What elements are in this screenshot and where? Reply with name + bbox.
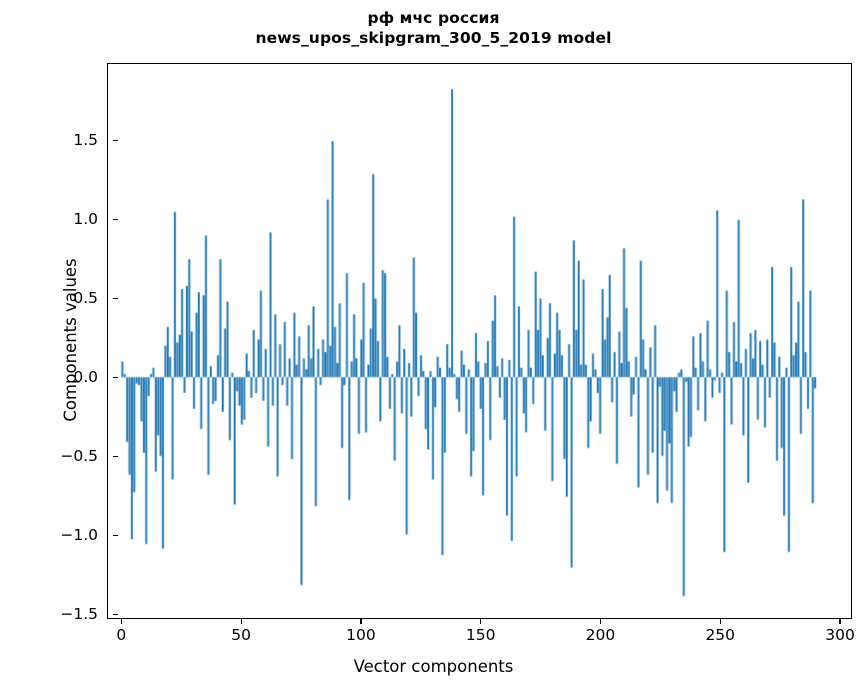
x-tick-label: 250: [705, 626, 736, 644]
chart-title-line-2: news_upos_skipgram_300_5_2019 model: [255, 29, 612, 48]
y-axis-label-wrapper: Components values: [14, 258, 80, 421]
x-tick-mark: [240, 619, 242, 624]
x-tick-label: 100: [346, 626, 376, 644]
y-axis-tick-labels: 1.5 1.0 0.5 0.0 −0.5 −1.0 −1.5: [10, 0, 118, 696]
x-tick-mark: [480, 619, 482, 624]
x-axis-label: Vector components: [353, 657, 514, 676]
y-tick-mark: [113, 218, 118, 220]
y-tick-label: 1.0: [73, 210, 98, 229]
y-tick-label: 0.5: [73, 289, 98, 308]
y-tick-label: −1.5: [60, 605, 98, 624]
y-tick-label: −0.5: [60, 447, 98, 466]
y-tick-mark: [113, 534, 118, 536]
x-tick-mark: [719, 619, 721, 624]
x-tick-label: 150: [465, 626, 496, 644]
x-tick-label: 300: [825, 626, 855, 644]
x-tick-label: 50: [231, 626, 252, 644]
y-tick-label: 0.0: [73, 368, 98, 387]
y-tick-mark: [113, 455, 118, 457]
x-tick-label: 200: [585, 626, 616, 644]
plot-axes: [107, 63, 852, 619]
y-axis-label: Components values: [61, 258, 80, 422]
y-tick-mark: [113, 297, 118, 299]
x-tick-mark: [839, 619, 841, 624]
y-tick-label: −1.0: [60, 526, 98, 545]
x-tick-mark: [360, 619, 362, 624]
bar-plot-canvas: [108, 64, 851, 618]
chart-title: рф мчс россия news_upos_skipgram_300_5_2…: [0, 8, 867, 49]
x-axis-tick-labels: 0 50 100 150 200 250 300: [0, 619, 867, 652]
x-tick-label: 0: [116, 626, 127, 644]
x-tick-mark: [120, 619, 122, 624]
y-tick-mark: [113, 376, 118, 378]
y-tick-label: 1.5: [73, 131, 98, 150]
y-tick-mark: [113, 613, 118, 615]
x-tick-mark: [599, 619, 602, 624]
y-tick-mark: [113, 139, 118, 141]
chart-title-line-1: рф мчс россия: [367, 9, 500, 27]
